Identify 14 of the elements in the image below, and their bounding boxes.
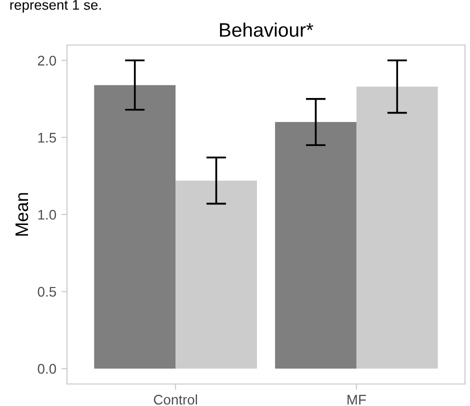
- y-tick-label: 1.0: [38, 210, 56, 220]
- y-tick-label: 0.5: [38, 286, 56, 297]
- y-tick-label: 1.5: [38, 132, 56, 143]
- bar: [275, 122, 356, 369]
- bar: [176, 180, 257, 369]
- y-tick-label: 0.0: [38, 364, 56, 374]
- x-tick-label: MF: [348, 394, 366, 404]
- chart-title: Behaviour*: [220, 22, 314, 37]
- text: represent 1 se.: [10, 0, 101, 13]
- y-tick-label: 2.0: [38, 56, 56, 66]
- x-tick-label: Control: [154, 394, 198, 405]
- bar: [356, 86, 438, 369]
- bar: [94, 85, 176, 369]
- y-axis-title: Mean: [16, 193, 28, 236]
